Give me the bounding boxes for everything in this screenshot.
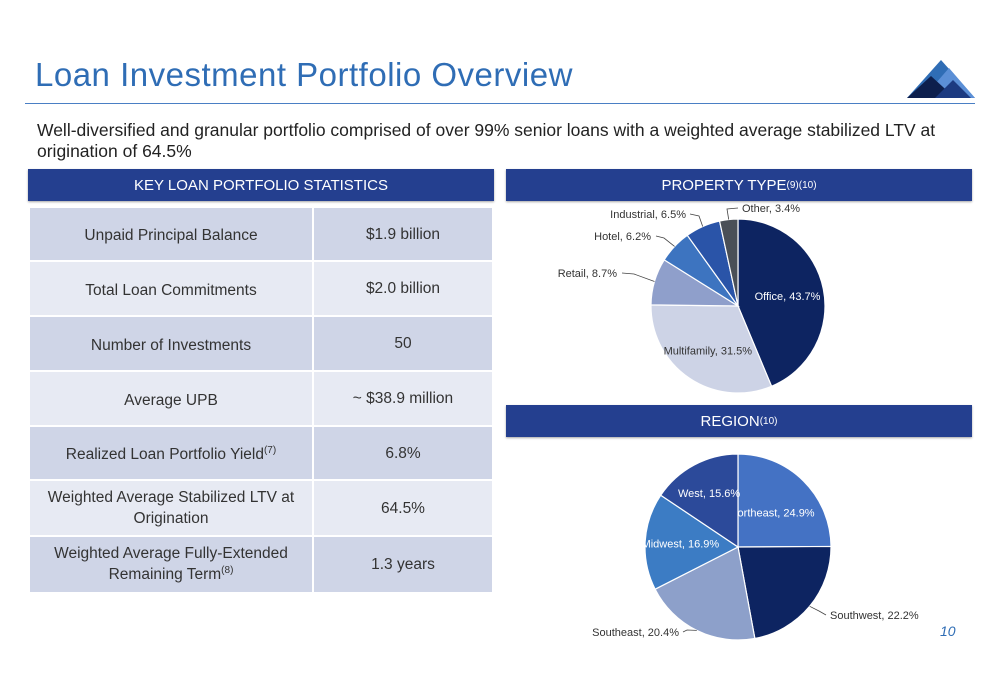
title-divider <box>25 103 975 104</box>
stat-value: $2.0 billion <box>312 260 494 317</box>
property-type-pie-chart: Office, 43.7% Multifamily, 31.5% Retail, 8… <box>558 203 826 394</box>
pie-slice <box>644 494 740 591</box>
table-row: Average UPB ~ $38.9 million <box>28 370 494 427</box>
table-row: Total Loan Commitments $2.0 billion <box>28 260 494 317</box>
property-type-footnote: (9)(10) <box>786 179 817 191</box>
page-number: 10 <box>940 623 956 639</box>
table-row: Unpaid Principal Balance $1.9 billion <box>28 206 494 262</box>
property-type-title: PROPERTY TYPE <box>661 176 787 194</box>
stat-label: Average UPB <box>28 370 314 427</box>
region-footnote: (10) <box>759 415 778 427</box>
company-logo <box>907 60 975 98</box>
stats-panel-title: KEY LOAN PORTFOLIO STATISTICS <box>134 176 388 194</box>
stat-value: $1.9 billion <box>312 206 494 262</box>
pie-slice <box>659 453 739 549</box>
table-row: Weighted Average Stabilized LTV at Origi… <box>28 479 494 537</box>
slice-label: Northeast, 24.9% <box>730 508 815 520</box>
slice-label: Hotel, 6.2% <box>594 231 651 243</box>
table-row: Weighted Average Fully-Extended Remainin… <box>28 535 494 594</box>
slice-label: Southwest, 22.2% <box>830 610 919 622</box>
region-title: REGION <box>700 412 760 430</box>
slice-label: Midwest, 16.9% <box>642 539 720 551</box>
slice-label: Multifamily, 31.5% <box>664 346 753 358</box>
stat-label: Unpaid Principal Balance <box>28 206 314 262</box>
stats-panel-header: KEY LOAN PORTFOLIO STATISTICS <box>28 169 494 201</box>
stat-label: Weighted Average Fully-Extended Remainin… <box>28 535 314 594</box>
stats-table: Unpaid Principal Balance $1.9 billion To… <box>28 206 494 594</box>
page-title: Loan Investment Portfolio Overview <box>35 56 573 93</box>
slice-label: Other, 3.4% <box>742 203 800 215</box>
slice-label: Retail, 8.7% <box>558 268 618 280</box>
region-header: REGION (10) <box>506 405 972 437</box>
leader-line <box>682 629 697 633</box>
stat-label: Weighted Average Stabilized LTV at Origi… <box>28 479 314 537</box>
stat-value: 50 <box>312 315 494 372</box>
stat-label: Total Loan Commitments <box>28 260 314 317</box>
pie-slice <box>654 546 756 641</box>
slice-label: Office, 43.7% <box>755 291 821 303</box>
slice-label: Industrial, 6.5% <box>610 209 686 221</box>
pie-slice <box>737 545 832 640</box>
pie-slice <box>737 218 826 388</box>
slice-label: Southeast, 20.4% <box>592 627 679 639</box>
leader-line <box>655 235 675 247</box>
leader-line <box>726 207 739 220</box>
table-row: Realized Loan Portfolio Yield(7) 6.8% <box>28 425 494 481</box>
leader-line <box>809 605 827 616</box>
region-pie-chart: Northeast, 24.9% Southwest, 22.2% Southeas… <box>592 453 919 641</box>
property-type-header: PROPERTY TYPE (9)(10) <box>506 169 972 201</box>
slice-label: West, 15.6% <box>678 488 740 500</box>
leader-line <box>621 272 655 282</box>
stat-label: Realized Loan Portfolio Yield(7) <box>28 425 314 481</box>
stat-value: ~ $38.9 million <box>312 370 494 427</box>
leader-line <box>689 213 704 227</box>
stat-label: Number of Investments <box>28 315 314 372</box>
table-row: Number of Investments 50 <box>28 315 494 372</box>
pie-slice <box>650 304 773 394</box>
page-subtitle: Well-diversified and granular portfolio … <box>37 120 936 161</box>
stat-value: 6.8% <box>312 425 494 481</box>
pie-slice <box>718 218 739 307</box>
stat-value: 1.3 years <box>312 535 494 594</box>
pie-slice <box>737 453 832 548</box>
stat-value: 64.5% <box>312 479 494 537</box>
